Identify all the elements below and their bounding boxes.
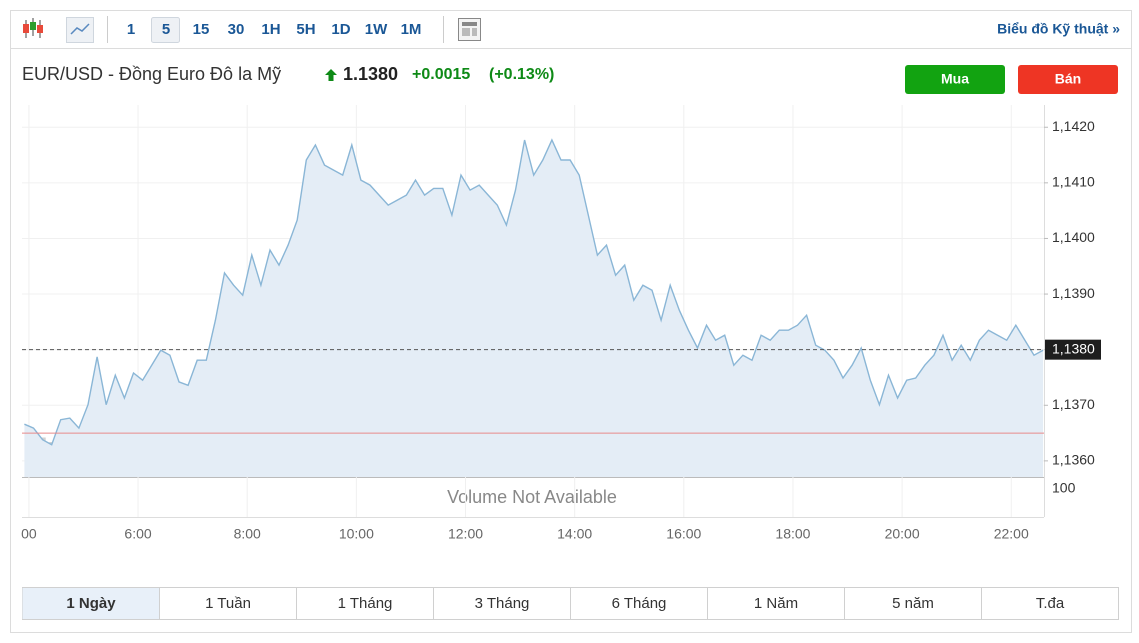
- price-line: [24, 138, 1044, 446]
- interval-button[interactable]: 5: [162, 21, 170, 38]
- buy-button[interactable]: Mua: [905, 65, 1005, 94]
- period-selected: [22, 588, 160, 619]
- y-tick-label: 1,1410: [1052, 174, 1095, 190]
- y-tick-label: 1,1400: [1052, 229, 1095, 245]
- interval-button[interactable]: 15: [193, 21, 210, 38]
- area-fill: [24, 140, 1044, 477]
- interval-button[interactable]: 5H: [296, 21, 315, 38]
- instrument-title: EUR/USD - Đồng Euro Đô la Mỹ: [22, 64, 281, 84]
- price: 1.1380: [343, 64, 398, 84]
- sell-button[interactable]: Bán: [1018, 65, 1118, 94]
- interval-button[interactable]: 1D: [331, 21, 350, 38]
- line-icon[interactable]: [66, 17, 94, 43]
- x-tick-label: 14:00: [557, 526, 592, 542]
- y-tick-label: 1,1370: [1052, 396, 1095, 412]
- volume-message: Volume Not Available: [447, 487, 617, 507]
- period-tab[interactable]: T.đa: [1036, 595, 1065, 612]
- x-tick-label: 00: [21, 526, 37, 542]
- x-tick-label: 6:00: [124, 526, 151, 542]
- y-tick-label: 1,1390: [1052, 285, 1095, 301]
- change-pct: (+0.13%): [489, 66, 554, 83]
- period-tab[interactable]: 1 Tháng: [338, 595, 393, 612]
- period-tab[interactable]: 3 Tháng: [475, 595, 530, 612]
- x-tick-label: 10:00: [339, 526, 374, 542]
- change: +0.0015: [412, 66, 470, 83]
- y-tick-label: 1,1420: [1052, 118, 1095, 134]
- layout-icon[interactable]: [458, 18, 481, 41]
- x-tick-label: 16:00: [666, 526, 701, 542]
- interval-button[interactable]: 1H: [261, 21, 280, 38]
- period-tab[interactable]: 5 năm: [892, 595, 934, 612]
- interval-button[interactable]: 1M: [401, 21, 422, 38]
- interval-button[interactable]: 1: [127, 21, 135, 38]
- up-arrow: [325, 69, 337, 81]
- buy-label: Mua: [941, 71, 969, 87]
- period-tab[interactable]: 6 Tháng: [612, 595, 667, 612]
- y-tick-label: 1,1360: [1052, 452, 1095, 468]
- interval-button[interactable]: 1W: [365, 21, 388, 38]
- period-tab[interactable]: 1 Tuần: [205, 595, 251, 612]
- x-tick-label: 18:00: [775, 526, 810, 542]
- interval-selected: [151, 17, 180, 43]
- x-tick-label: 20:00: [885, 526, 920, 542]
- x-tick-label: 22:00: [994, 526, 1029, 542]
- technical-link[interactable]: Biểu đồ Kỹ thuật »: [997, 21, 1120, 37]
- period-tab[interactable]: 1 Ngày: [66, 595, 116, 612]
- volume-tick: 100: [1052, 480, 1076, 496]
- x-tick-label: 8:00: [234, 526, 261, 542]
- period-tab[interactable]: 1 Năm: [754, 595, 798, 612]
- x-tick-label: 12:00: [448, 526, 483, 542]
- last-value-label: 1,1380: [1052, 340, 1095, 356]
- interval-button[interactable]: 30: [228, 21, 245, 38]
- last-value-box: [1045, 339, 1101, 360]
- candle-icon[interactable]: [23, 18, 43, 38]
- sell-label: Bán: [1055, 71, 1081, 87]
